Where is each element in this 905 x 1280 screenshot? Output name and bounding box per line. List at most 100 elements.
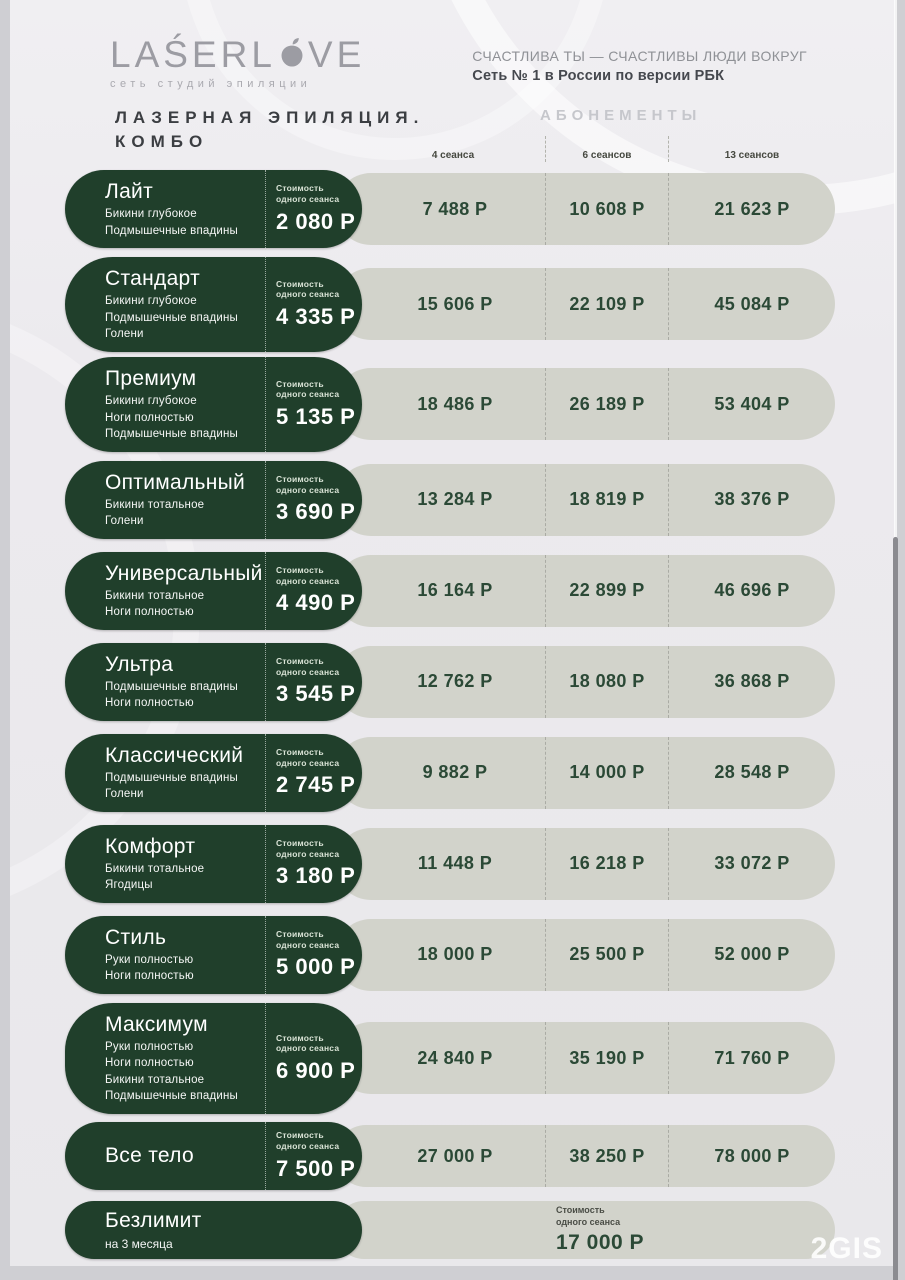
- plan-name: Стандарт: [105, 267, 200, 290]
- plan-info: Все тело: [65, 1134, 265, 1178]
- brand-logo: LAŚERL VE: [110, 36, 365, 73]
- plan-area: Голени: [105, 515, 144, 528]
- per-session-price: 2 745 Р: [276, 772, 356, 798]
- plan-areas: Руки полностью Ноги полностью Бикини тотал…: [105, 1041, 259, 1104]
- per-session-block: Стоимость одного сеанса 3 180 Р: [265, 824, 362, 903]
- per-session-label: Стоимость одного сеанса: [276, 183, 340, 204]
- price-cell: 24 840 Р: [417, 1047, 493, 1068]
- brand-subtitle: сеть студий эпиляции: [110, 78, 312, 90]
- plan-area: Бикини глубокое: [105, 295, 197, 308]
- plans-table: Лайт Бикини глубокое Подмышечные впадины Ст…: [65, 166, 835, 1193]
- per-session-label: Стоимость одного сеанса: [276, 1130, 340, 1152]
- plan-name: Комфорт: [105, 834, 196, 858]
- per-session-price: 3 180 Р: [276, 863, 356, 889]
- price-cell: 71 760 Р: [668, 1022, 835, 1095]
- per-session-label: Стоимость одного сеанса: [276, 747, 340, 768]
- per-session-price: 5 135 Р: [276, 403, 356, 429]
- scrollbar-track[interactable]: [894, 0, 897, 537]
- plan-row: Премиум Бикини глубокое Ноги полностью Подм…: [65, 356, 835, 452]
- plan-info: Оптимальный Бикини тотальное Голени: [65, 461, 265, 539]
- plan-row: Все тело Стоимость одного сеанса 7 500 Р 27 …: [65, 1119, 835, 1193]
- price-cell: 18 000 Р: [417, 944, 493, 965]
- plan-pill: Классический Подмышечные впадины Голени Сто…: [65, 733, 362, 812]
- plan-areas: Бикини глубокое Ноги полностью Подмышечные…: [105, 395, 259, 442]
- plan-area: Бикини тотальное: [105, 862, 205, 875]
- price-cell: 16 218 Р: [545, 827, 668, 900]
- unlimited-subtitle: на 3 месяца: [105, 1237, 173, 1252]
- per-session-price: 6 900 Р: [276, 1057, 356, 1083]
- plan-pill: Все тело Стоимость одного сеанса 7 500 Р: [65, 1122, 362, 1190]
- subscription-prices: 18 000 Р 25 500 Р 52 000 Р: [335, 918, 835, 991]
- plan-name: Оптимальный: [105, 470, 246, 494]
- per-session-block: Стоимость одного сеанса 3 545 Р: [265, 642, 362, 721]
- price-cell: 12 762 Р: [417, 671, 493, 692]
- price-cell: 21 623 Р: [668, 173, 835, 245]
- plan-info: Лайт Бикини глубокое Подмышечные впадины: [65, 170, 265, 248]
- plan-pill: Ультра Подмышечные впадины Ноги полностью С…: [65, 642, 362, 721]
- plan-area: Подмышечные впадины: [105, 1090, 239, 1103]
- price-cell: 27 000 Р: [417, 1145, 493, 1166]
- per-session-price: 2 080 Р: [276, 208, 356, 234]
- plan-name: Ультра: [105, 652, 174, 676]
- per-session-label: Стоимость одного сеанса: [276, 656, 340, 677]
- subscription-prices: 15 606 Р 22 109 Р 45 084 Р: [335, 268, 835, 341]
- plan-areas: Бикини тотальное Ягодицы: [105, 863, 259, 893]
- plan-info: Ультра Подмышечные впадины Ноги полностью: [65, 643, 265, 721]
- per-session-price: 4 335 Р: [276, 304, 356, 330]
- price-cell: 9 882 Р: [422, 762, 488, 783]
- plan-areas: Руки полностью Ноги полностью: [105, 954, 259, 984]
- price-cell: 38 376 Р: [668, 463, 835, 536]
- subscription-prices: 16 164 Р 22 899 Р 46 696 Р: [335, 554, 835, 627]
- per-session-price: 5 000 Р: [276, 954, 356, 980]
- per-session-block: Стоимость одного сеанса 6 900 Р: [265, 1002, 362, 1115]
- price-cell: 28 548 Р: [668, 736, 835, 809]
- price-cell: 36 868 Р: [668, 645, 835, 718]
- plan-info: Премиум Бикини глубокое Ноги полностью Подм…: [65, 357, 265, 452]
- per-session-label: Стоимость одного сеанса: [276, 1032, 340, 1054]
- plan-name: Универсальный: [105, 561, 263, 585]
- plan-name: Премиум: [105, 366, 197, 390]
- plan-areas: Подмышечные впадины Голени: [105, 772, 259, 802]
- per-session-block: Стоимость одного сеанса 2 080 Р: [265, 169, 362, 249]
- per-session-label: Стоимость одного сеанса: [276, 378, 340, 400]
- plan-pill: Универсальный Бикини тотальное Ноги полнос…: [65, 551, 362, 630]
- plan-name: Стиль: [105, 925, 167, 949]
- plan-areas: Бикини глубокое Подмышечные впадины Голени: [105, 295, 259, 342]
- price-cell: 35 190 Р: [545, 1022, 668, 1095]
- per-session-label: Стоимость одного сеанса: [276, 838, 340, 859]
- column-header-13-sessions: 13 сеансов: [668, 136, 835, 162]
- per-session-label: Стоимость одного сеанса: [276, 278, 340, 300]
- price-cell: 45 084 Р: [668, 268, 835, 341]
- plan-info: Максимум Руки полностью Ноги полностью Бики…: [65, 1003, 265, 1114]
- plan-areas: Бикини тотальное Голени: [105, 499, 259, 529]
- plan-areas: Бикини глубокое Подмышечные впадины: [105, 208, 259, 238]
- plan-name: Максимум: [105, 1012, 208, 1036]
- column-header-4-sessions: 4 сеанса: [431, 150, 475, 161]
- per-session-block: Стоимость одного сеанса 3 690 Р: [265, 460, 362, 539]
- per-session-price: 3 690 Р: [276, 499, 356, 525]
- brand-block: LAŚERL VE сеть студий эпиляции: [110, 36, 365, 90]
- plan-areas: Подмышечные впадины Ноги полностью: [105, 681, 259, 711]
- plan-row: Классический Подмышечные впадины Голени Сто…: [65, 730, 835, 816]
- plan-area: Бикини глубокое: [105, 208, 197, 220]
- per-session-price: 7 500 Р: [276, 1155, 356, 1181]
- plan-area: Подмышечные впадины: [105, 428, 239, 441]
- plan-area: Голени: [105, 328, 144, 341]
- subscription-prices: 24 840 Р 35 190 Р 71 760 Р: [335, 1022, 835, 1095]
- subscription-prices: 18 486 Р 26 189 Р 53 404 Р: [335, 368, 835, 441]
- plan-area: Ноги полностью: [105, 697, 194, 710]
- plan-name: Все тело: [105, 1143, 194, 1167]
- scrollbar-thumb[interactable]: [893, 537, 898, 1280]
- per-session-block: Стоимость одного сеанса 7 500 Р: [265, 1122, 362, 1190]
- tagline-line1: СЧАСТЛИВА ТЫ — СЧАСТЛИВЫ ЛЮДИ ВОКРУГ: [472, 48, 807, 64]
- price-cell: 15 606 Р: [417, 293, 493, 314]
- price-cell: 18 819 Р: [545, 463, 668, 536]
- per-session-block: Стоимость одного сеанса 5 135 Р: [265, 356, 362, 452]
- plan-area: Подмышечные впадины: [105, 680, 239, 693]
- per-session-block: Стоимость одного сеанса 2 745 Р: [265, 733, 362, 812]
- per-session-label: Стоимость одного сеанса: [555, 1204, 621, 1227]
- plan-pill: Премиум Бикини глубокое Ноги полностью Подм…: [65, 356, 362, 452]
- plan-row: Универсальный Бикини тотальное Ноги полнос…: [65, 548, 835, 634]
- unlimited-row: Безлимит на 3 месяца Стоимость одного се…: [65, 1198, 835, 1262]
